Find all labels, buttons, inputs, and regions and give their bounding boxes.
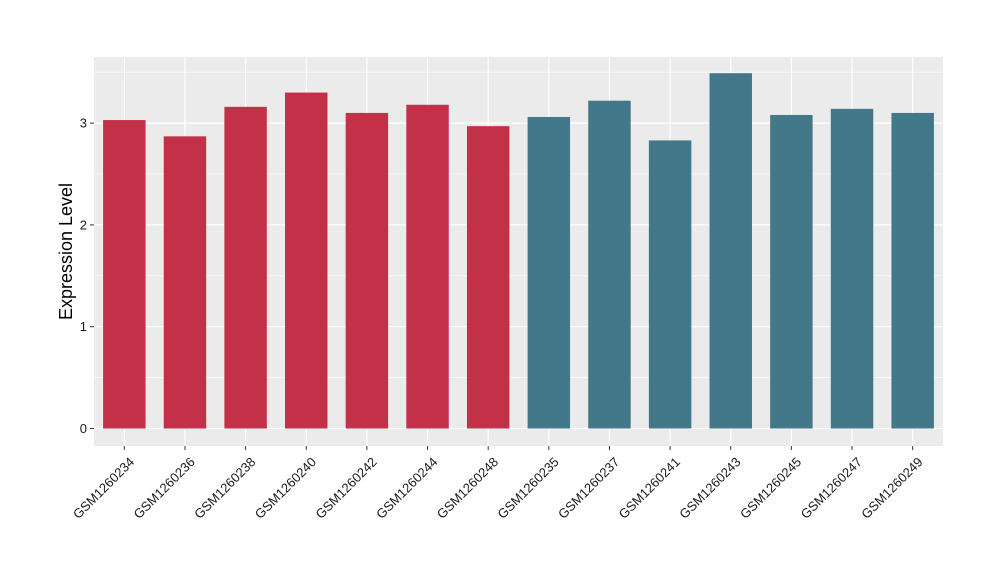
y-axis-title: Expression Level [56,183,76,320]
bar-GSM1260243 [709,73,752,429]
bar-GSM1260241 [648,140,692,429]
y-tick-label: 0 [80,421,87,436]
bar-GSM1260234 [103,120,146,429]
x-tick-label: GSM1260248 [434,454,501,521]
bar-GSM1260237 [588,100,631,429]
x-tick-label: GSM1260241 [616,454,683,521]
x-tick-label: GSM1260240 [252,454,319,521]
bar-GSM1260245 [770,114,813,429]
x-tick-label: GSM1260242 [312,454,379,521]
bar-GSM1260236 [163,136,207,429]
bar-GSM1260242 [345,112,389,429]
y-tick-label: 1 [80,319,87,334]
y-tick-label: 2 [80,217,87,232]
bars [103,73,934,429]
x-axis: GSM1260234GSM1260236GSM1260238GSM1260240… [70,446,926,522]
x-tick-label: GSM1260243 [676,454,743,521]
bar-GSM1260244 [406,104,449,429]
x-tick-label: GSM1260236 [131,454,198,521]
x-tick-label: GSM1260245 [737,454,804,521]
x-tick-label: GSM1260234 [70,454,137,521]
x-tick-label: GSM1260249 [858,454,925,521]
y-tick-label: 3 [80,116,87,131]
y-axis: 0 1 2 3 [80,116,94,436]
x-tick-label: GSM1260244 [373,454,440,521]
bar-GSM1260248 [466,126,510,429]
bar-GSM1260247 [830,108,874,429]
bar-GSM1260240 [285,92,328,429]
x-tick-label: GSM1260238 [191,454,258,521]
x-tick-label: GSM1260235 [494,454,561,521]
bar-GSM1260235 [527,116,571,429]
plot-panel [94,57,943,446]
bar-GSM1260238 [224,106,267,429]
bar-GSM1260249 [891,112,934,429]
x-tick-label: GSM1260237 [555,454,622,521]
x-tick-label: GSM1260247 [798,454,865,521]
